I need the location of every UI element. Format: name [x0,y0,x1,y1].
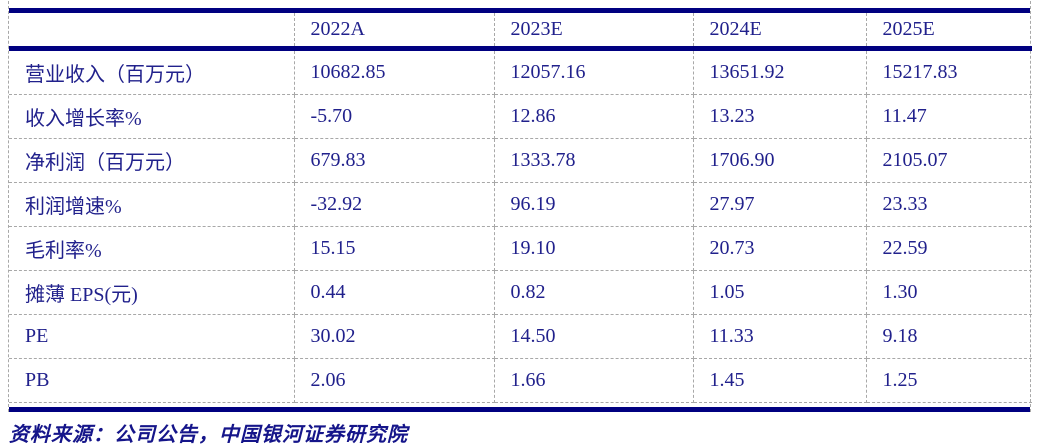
header-cell-2024e: 2024E [692,13,867,49]
value-cell: 20.73 [692,226,867,271]
table-row: 营业收入（百万元） 10682.85 12057.16 13651.92 15217.8… [9,48,1032,95]
table-header: 2022A 2023E 2024E 2025E [9,13,1032,49]
value-cell: 0.82 [493,270,694,315]
table-row: 摊薄 EPS(元) 0.44 0.82 1.05 1.30 [9,270,1032,315]
source-note: 资料来源：公司公告，中国银河证券研究院 [9,424,408,446]
table-header-row: 2022A 2023E 2024E 2025E [9,13,1032,49]
row-label: 毛利率% [9,226,295,271]
table-row: 收入增长率% -5.70 12.86 13.23 11.47 [9,94,1032,139]
row-label: 利润增速% [9,182,295,227]
value-cell: 1.05 [692,270,867,315]
financial-forecast-table-box: 2022A 2023E 2024E 2025E 营业收入（百万元） 10682.8… [8,1,1032,412]
value-cell: 1706.90 [692,138,867,183]
row-label: PE [9,314,295,359]
value-cell: 30.02 [293,314,495,359]
value-cell: 1.45 [692,358,867,403]
value-cell: 14.50 [493,314,694,359]
value-cell: 19.10 [493,226,694,271]
value-cell: 27.97 [692,182,867,227]
value-cell: -5.70 [293,94,495,139]
table-body: 营业收入（百万元） 10682.85 12057.16 13651.92 15217.8… [9,48,1032,403]
value-cell: 1333.78 [493,138,694,183]
value-cell: 679.83 [293,138,495,183]
value-cell: -32.92 [293,182,495,227]
table-row: PB 2.06 1.66 1.45 1.25 [9,358,1032,403]
value-cell: 13651.92 [692,48,867,95]
value-cell: 15217.83 [865,48,1032,95]
value-cell: 22.59 [865,226,1032,271]
value-cell: 2105.07 [865,138,1032,183]
value-cell: 12057.16 [493,48,694,95]
table-row: 净利润（百万元） 679.83 1333.78 1706.90 2105.07 [9,138,1032,183]
row-label: 营业收入（百万元） [9,48,295,95]
value-cell: 1.66 [493,358,694,403]
row-label: 净利润（百万元） [9,138,295,183]
header-cell-2023e: 2023E [493,13,694,49]
table-row: 利润增速% -32.92 96.19 27.97 23.33 [9,182,1032,227]
value-cell: 0.44 [293,270,495,315]
value-cell: 96.19 [493,182,694,227]
row-label: PB [9,358,295,403]
value-cell: 12.86 [493,94,694,139]
header-cell-2022a: 2022A [293,13,495,49]
table-row: PE 30.02 14.50 11.33 9.18 [9,314,1032,359]
row-label: 摊薄 EPS(元) [9,270,295,315]
header-cell-2025e: 2025E [865,13,1032,49]
header-cell-empty [9,13,295,49]
table-top-rule [9,8,1030,13]
table-row: 毛利率% 15.15 19.10 20.73 22.59 [9,226,1032,271]
value-cell: 2.06 [293,358,495,403]
financial-forecast-table: 2022A 2023E 2024E 2025E 营业收入（百万元） 10682.8… [9,13,1032,403]
value-cell: 1.30 [865,270,1032,315]
value-cell: 9.18 [865,314,1032,359]
table-bottom-rule [9,407,1030,412]
value-cell: 13.23 [692,94,867,139]
value-cell: 11.47 [865,94,1032,139]
value-cell: 10682.85 [293,48,495,95]
value-cell: 1.25 [865,358,1032,403]
row-label: 收入增长率% [9,94,295,139]
value-cell: 23.33 [865,182,1032,227]
value-cell: 15.15 [293,226,495,271]
value-cell: 11.33 [692,314,867,359]
